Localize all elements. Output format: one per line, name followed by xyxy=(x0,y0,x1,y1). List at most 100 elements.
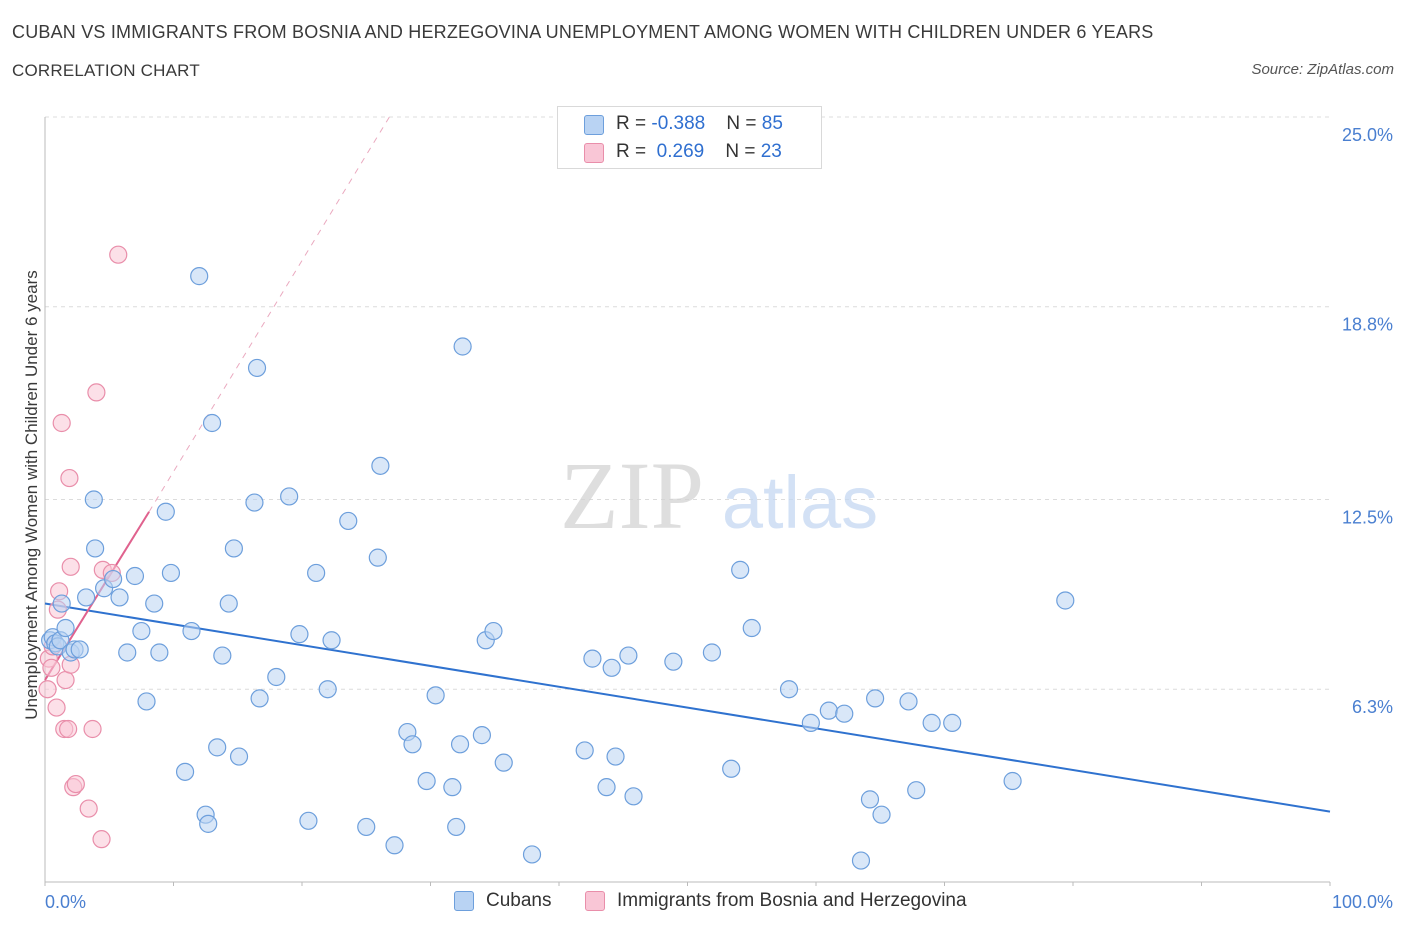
cuban-point xyxy=(182,621,201,641)
cuban-point xyxy=(52,594,71,613)
cuban-point xyxy=(575,741,594,760)
cuban-point xyxy=(583,649,602,668)
cuban-point xyxy=(664,652,683,671)
cuban-point xyxy=(731,560,750,579)
watermark-atlas: atlas xyxy=(722,461,878,544)
bosnia-point xyxy=(66,774,85,794)
cuban-point xyxy=(199,814,218,833)
bosnia-point xyxy=(79,799,98,818)
cuban-point xyxy=(368,548,387,567)
x-tick-label: 100.0% xyxy=(1332,892,1393,912)
cuban-point xyxy=(307,563,326,583)
cuban-point xyxy=(907,781,926,800)
bosnia-point xyxy=(56,670,75,690)
cuban-point xyxy=(866,689,885,708)
cuban-point xyxy=(202,413,222,433)
bosnia-point xyxy=(83,719,102,739)
cuban-point xyxy=(318,680,337,699)
legend-text-bosnia: R = 0.269 N = 23 xyxy=(616,141,782,163)
cuban-point xyxy=(125,566,145,586)
legend-r-label: R = xyxy=(616,113,652,134)
cuban-point xyxy=(447,817,466,837)
cuban-point xyxy=(899,692,918,711)
series-name-bosnia: Immigrants from Bosnia and Herzegovina xyxy=(617,890,967,911)
cuban-point xyxy=(224,539,243,558)
cubans-trend-line xyxy=(44,602,1331,813)
cuban-points xyxy=(41,267,1075,870)
cuban-point xyxy=(450,735,470,754)
chart-subtitle: CORRELATION CHART xyxy=(12,61,200,80)
legend-text-cubans: R = -0.388 N = 85 xyxy=(616,113,783,135)
series-swatch-cubans xyxy=(454,891,474,911)
cuban-point xyxy=(597,778,616,797)
cuban-point xyxy=(290,625,309,644)
cuban-point xyxy=(70,640,89,659)
cuban-point xyxy=(417,771,436,791)
legend-n-value-cubans: 85 xyxy=(761,113,783,134)
cuban-point xyxy=(606,747,625,766)
y-axis-label: Unemployment Among Women with Children U… xyxy=(22,270,41,719)
cuban-point xyxy=(132,621,151,641)
cuban-point xyxy=(922,713,941,732)
series-legend: Cubans Immigrants from Bosnia and Herzeg… xyxy=(0,890,1406,916)
bosnia-point xyxy=(59,719,78,739)
cuban-point xyxy=(779,680,799,699)
cuban-point xyxy=(156,502,175,521)
cuban-point xyxy=(494,753,513,772)
bosnia-point xyxy=(87,383,106,402)
y-tick-label: 6.3% xyxy=(1352,697,1393,717)
bosnia-points xyxy=(38,245,128,849)
bosnia-trend-extension xyxy=(148,116,390,512)
cuban-point xyxy=(835,704,854,723)
bosnia-point xyxy=(109,245,128,264)
cuban-point xyxy=(851,851,871,870)
x-tick-label: 0.0% xyxy=(45,892,86,912)
bosnia-point xyxy=(47,698,66,717)
cuban-point xyxy=(280,487,299,506)
bosnia-point xyxy=(38,680,57,699)
cuban-point xyxy=(299,811,318,830)
y-tick-label: 25.0% xyxy=(1342,125,1393,145)
cuban-point xyxy=(118,643,137,662)
cuban-point xyxy=(624,787,643,806)
cuban-point xyxy=(801,713,820,732)
cuban-point xyxy=(150,643,169,662)
cuban-point xyxy=(84,490,103,509)
bosnia-point xyxy=(52,413,71,433)
bosnia-point xyxy=(42,658,61,677)
legend-r-value-cubans: -0.388 xyxy=(651,113,706,134)
cuban-point xyxy=(104,569,123,589)
cuban-point xyxy=(339,511,358,531)
cuban-point xyxy=(722,759,741,778)
cuban-point xyxy=(161,563,181,583)
cuban-point xyxy=(872,805,891,824)
cuban-point xyxy=(742,618,761,638)
watermark-zip: ZIP xyxy=(560,442,704,549)
y-tick-label: 12.5% xyxy=(1342,508,1393,528)
cuban-point xyxy=(357,817,376,837)
axes xyxy=(44,117,1331,886)
cuban-point xyxy=(245,493,264,512)
legend-n-value-bosnia: 23 xyxy=(760,141,782,162)
cuban-point xyxy=(602,658,621,677)
cuban-point xyxy=(472,726,491,745)
cuban-point xyxy=(426,686,445,705)
bosnia-point xyxy=(92,830,111,849)
source-credit: Source: ZipAtlas.com xyxy=(1251,61,1394,78)
series-swatch-bosnia xyxy=(585,891,605,911)
cuban-point xyxy=(385,836,404,855)
cuban-point xyxy=(213,646,232,665)
series-name-cubans: Cubans xyxy=(486,890,552,911)
cuban-point xyxy=(56,618,75,638)
cuban-point xyxy=(1056,591,1075,610)
cuban-point xyxy=(247,358,267,378)
cuban-point xyxy=(453,337,472,356)
tick-labels: 6.3% 12.5% 18.8% 25.0% 0.0% 100.0% xyxy=(45,125,1393,912)
chart-title: CUBAN VS IMMIGRANTS FROM BOSNIA AND HERZ… xyxy=(12,22,1154,42)
legend-swatch-cubans xyxy=(584,115,604,135)
cuban-point xyxy=(137,692,156,711)
y-tick-label: 18.8% xyxy=(1342,315,1393,335)
watermark: ZIP atlas xyxy=(560,442,878,549)
cuban-point xyxy=(860,790,880,809)
